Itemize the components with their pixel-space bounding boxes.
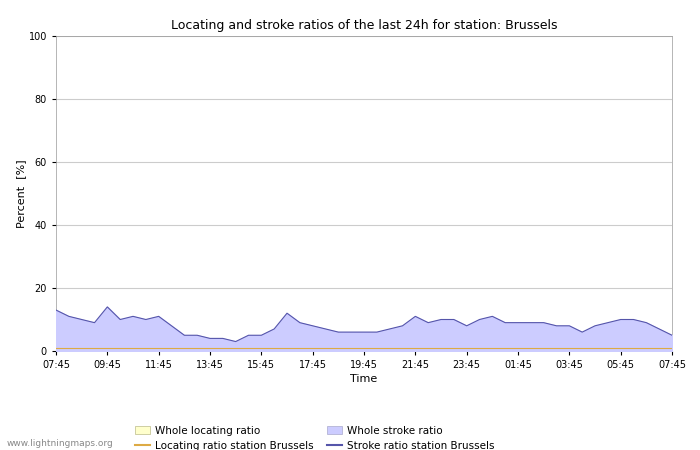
Legend: Whole locating ratio, Locating ratio station Brussels, Whole stroke ratio, Strok: Whole locating ratio, Locating ratio sta… — [134, 426, 495, 450]
Y-axis label: Percent  [%]: Percent [%] — [16, 159, 26, 228]
X-axis label: Time: Time — [351, 374, 377, 384]
Text: www.lightningmaps.org: www.lightningmaps.org — [7, 439, 113, 448]
Title: Locating and stroke ratios of the last 24h for station: Brussels: Locating and stroke ratios of the last 2… — [171, 19, 557, 32]
